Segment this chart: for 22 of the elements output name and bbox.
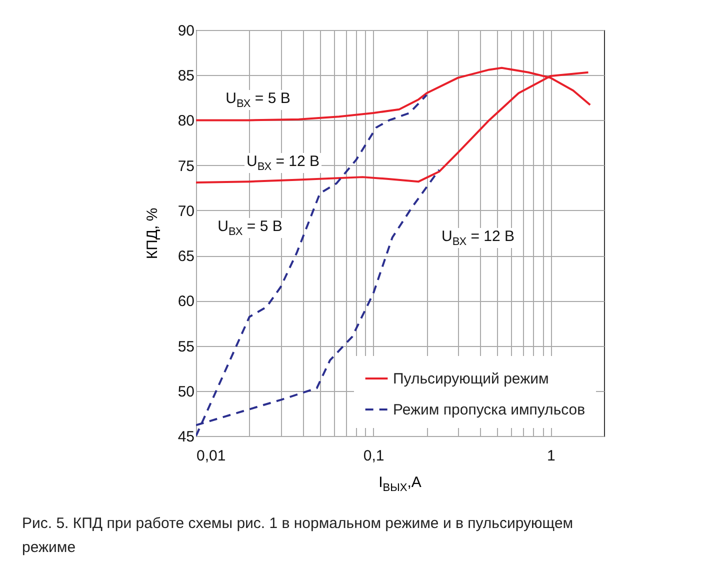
x-tick-label: 0,1 <box>363 448 384 464</box>
y-tick-label: 75 <box>178 158 194 175</box>
x-tick-label: 0,01 <box>196 448 226 464</box>
y-tick-label: 55 <box>178 338 194 356</box>
legend-label: Пульсирующий режим <box>393 370 549 388</box>
y-tick-label: 90 <box>178 22 194 40</box>
text: Рис. 5. КПД при работе схемы рис. 1 в нормальном режиме и в пульсирующем режиме <box>22 514 574 558</box>
x-axis-title: I$_{ВЫХ}$,А <box>378 474 422 494</box>
y-tick-label: 45 <box>178 428 194 446</box>
y-axis-title: КПД, % <box>144 208 161 260</box>
y-tick-label: 60 <box>178 293 194 310</box>
y-tick-label: 80 <box>178 112 194 130</box>
x-tick-label: 1 <box>546 448 556 464</box>
y-tick-label: 50 <box>178 383 194 400</box>
annotation: U$_{ВХ}$ = 5 В <box>224 90 292 110</box>
y-tick-label: 85 <box>178 68 194 85</box>
annotation: U$_{ВХ}$ = 12 В <box>244 153 322 173</box>
legend-label: Режим пропуска импульсов <box>393 402 586 418</box>
annotation: U$_{ВХ}$ = 12 В <box>440 228 516 248</box>
y-tick-label: 65 <box>178 248 194 266</box>
annotation: U$_{ВХ}$ = 5 В <box>216 218 284 238</box>
y-tick-label: 70 <box>178 202 194 220</box>
